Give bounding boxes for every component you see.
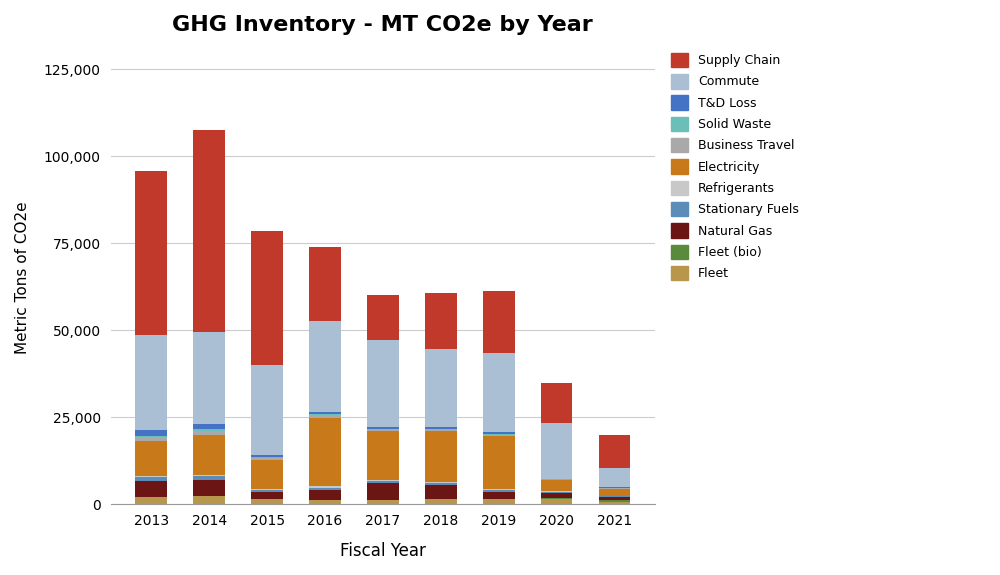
Bar <box>193 474 225 476</box>
Bar <box>599 500 630 501</box>
Bar <box>193 130 225 332</box>
Bar <box>599 468 630 488</box>
Bar <box>541 423 572 478</box>
Bar <box>541 383 572 423</box>
Bar <box>193 435 225 474</box>
Bar <box>483 436 515 489</box>
Bar <box>367 430 399 431</box>
Bar <box>251 457 283 458</box>
Bar <box>309 321 341 412</box>
Bar <box>483 354 515 432</box>
Bar <box>541 493 572 499</box>
Bar <box>599 496 630 497</box>
Bar <box>367 429 399 430</box>
X-axis label: Fiscal Year: Fiscal Year <box>340 542 426 560</box>
Bar <box>367 431 399 480</box>
Bar <box>309 412 341 413</box>
Bar <box>309 489 341 500</box>
Bar <box>599 497 630 500</box>
Bar <box>483 432 515 434</box>
Bar <box>367 340 399 427</box>
Bar <box>251 365 283 455</box>
Bar <box>251 231 283 365</box>
Legend: Supply Chain, Commute, T&D Loss, Solid Waste, Business Travel, Electricity, Refr: Supply Chain, Commute, T&D Loss, Solid W… <box>667 49 803 284</box>
Bar <box>309 418 341 486</box>
Bar <box>135 481 167 497</box>
Bar <box>367 482 399 500</box>
Bar <box>193 480 225 496</box>
Bar <box>483 435 515 436</box>
Bar <box>367 294 399 340</box>
Bar <box>309 486 341 488</box>
Bar <box>541 478 572 480</box>
Bar <box>483 492 515 499</box>
Bar <box>309 500 341 504</box>
Bar <box>425 431 457 482</box>
Bar <box>193 496 225 504</box>
Bar <box>135 436 167 438</box>
Bar <box>541 492 572 493</box>
Bar <box>251 490 283 492</box>
Bar <box>367 500 399 504</box>
Bar <box>425 427 457 429</box>
Bar <box>193 332 225 424</box>
Bar <box>425 482 457 484</box>
Bar <box>367 481 399 482</box>
Bar <box>483 490 515 492</box>
Bar <box>135 476 167 477</box>
Bar <box>599 501 630 504</box>
Bar <box>541 480 572 491</box>
Bar <box>193 430 225 431</box>
Bar <box>425 429 457 430</box>
Bar <box>367 480 399 481</box>
Bar <box>425 293 457 348</box>
Bar <box>309 413 341 415</box>
Bar <box>483 434 515 435</box>
Bar <box>599 489 630 496</box>
Y-axis label: Metric Tons of CO2e: Metric Tons of CO2e <box>15 202 30 354</box>
Bar <box>425 430 457 431</box>
Bar <box>309 488 341 489</box>
Bar <box>541 491 572 492</box>
Bar <box>135 171 167 335</box>
Bar <box>483 291 515 354</box>
Bar <box>425 484 457 485</box>
Bar <box>425 485 457 499</box>
Bar <box>309 247 341 321</box>
Title: GHG Inventory - MT CO2e by Year: GHG Inventory - MT CO2e by Year <box>172 15 593 35</box>
Bar <box>193 431 225 435</box>
Bar <box>251 455 283 457</box>
Bar <box>135 438 167 441</box>
Bar <box>135 497 167 504</box>
Bar <box>251 458 283 459</box>
Bar <box>483 499 515 504</box>
Bar <box>193 424 225 430</box>
Bar <box>425 499 457 504</box>
Bar <box>483 489 515 490</box>
Bar <box>251 492 283 499</box>
Bar <box>367 427 399 429</box>
Bar <box>251 499 283 504</box>
Bar <box>309 415 341 418</box>
Bar <box>251 489 283 490</box>
Bar <box>541 499 572 504</box>
Bar <box>599 435 630 468</box>
Bar <box>135 477 167 481</box>
Bar <box>251 459 283 489</box>
Bar <box>135 431 167 436</box>
Bar <box>193 476 225 480</box>
Bar <box>135 335 167 431</box>
Bar <box>425 348 457 427</box>
Bar <box>135 441 167 476</box>
